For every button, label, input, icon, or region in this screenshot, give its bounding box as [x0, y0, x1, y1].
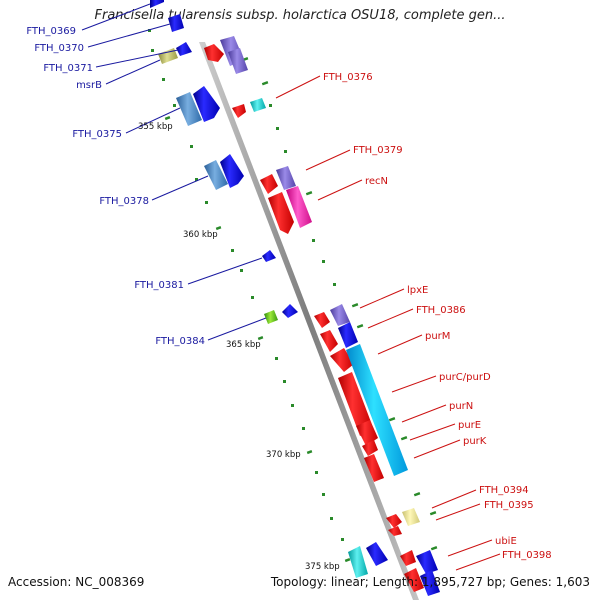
- accession-label: Accession: NC_008369: [8, 575, 145, 589]
- right-strand-genes: [204, 36, 440, 596]
- left-strand-genes: [150, 0, 388, 578]
- gene-fth-0395-red: [388, 526, 402, 536]
- left-leader-lines: [81, 3, 267, 341]
- gene-label-fth-0375[interactable]: FTH_0375: [72, 129, 122, 140]
- gene-recn-pink: [286, 186, 312, 228]
- gene-bottom-red: [404, 568, 424, 592]
- gene-fth-0375-a: [176, 92, 202, 126]
- gene-label-fth-0371[interactable]: FTH_0371: [43, 63, 93, 74]
- gene-fth-0386-blue: [338, 322, 358, 348]
- left-gene-labels: FTH_0369 FTH_0370 FTH_0371 msrB FTH_0375…: [26, 26, 205, 347]
- gene-label-msrb[interactable]: msrB: [76, 80, 102, 91]
- gene-purple-top-b: [228, 48, 248, 74]
- gene-purc-cyan: [346, 344, 408, 476]
- gene-purc-red: [338, 372, 374, 436]
- gene-fth-0398-blue: [416, 550, 438, 574]
- gene-label-purn[interactable]: purN: [449, 401, 473, 412]
- gene-label-fth-0384[interactable]: FTH_0384: [155, 336, 205, 347]
- scale-label: 365 kbp: [226, 340, 261, 350]
- gene-fth-0370b: [168, 14, 184, 32]
- gene-label-fth-0395[interactable]: FTH_0395: [484, 500, 534, 511]
- gene-label-purc-purd[interactable]: purC/purD: [439, 372, 491, 383]
- gene-purk-red: [364, 454, 384, 482]
- right-gene-labels: FTH_0376 FTH_0379 recN lpxE FTH_0386 pur…: [323, 72, 552, 561]
- gene-label-purk[interactable]: purK: [463, 436, 487, 447]
- gene-label-fth-0386[interactable]: FTH_0386: [416, 305, 466, 316]
- topology-summary: Topology: linear; Length: 1,895,727 bp; …: [270, 575, 590, 589]
- gene-fth-0381: [262, 250, 276, 262]
- gene-label-fth-0370[interactable]: FTH_0370: [34, 43, 84, 54]
- gene-fth-0376-cyan: [250, 98, 266, 112]
- gene-label-fth-0398[interactable]: FTH_0398: [502, 550, 552, 561]
- gene-bottom-blue: [420, 570, 440, 596]
- gene-label-pure[interactable]: purE: [458, 420, 481, 431]
- right-leader-lines: [275, 75, 501, 571]
- gene-purm-red: [330, 348, 354, 372]
- scale-label: 375 kbp: [305, 562, 340, 572]
- gene-fth-0394-red: [386, 514, 402, 528]
- gene-blue-375: [366, 542, 388, 566]
- gene-fth-0379-red: [260, 174, 278, 194]
- gene-red-top: [204, 44, 224, 62]
- map-title: Francisella tularensis subsp. holarctica…: [94, 8, 506, 23]
- gene-label-fth-0369[interactable]: FTH_0369: [26, 26, 76, 37]
- gene-fth-0379-purple: [276, 166, 296, 190]
- scale-labels: 355 kbp 360 kbp 365 kbp 370 kbp 375 kbp: [138, 122, 340, 572]
- gene-label-fth-0394[interactable]: FTH_0394: [479, 485, 529, 496]
- gene-label-purm[interactable]: purM: [425, 331, 450, 342]
- gene-purn-red: [356, 420, 378, 446]
- gene-label-fth-0381[interactable]: FTH_0381: [134, 280, 184, 291]
- gene-fth-0371: [176, 42, 192, 56]
- left-track-ticks: [148, 29, 351, 563]
- gene-fth-0384-a: [264, 310, 278, 324]
- gene-fth-0376-red: [232, 104, 246, 118]
- gene-fth-0386-red: [320, 330, 338, 352]
- gene-fth-0394-yellow: [402, 508, 420, 526]
- gene-label-recn[interactable]: recN: [365, 176, 388, 187]
- scale-label: 370 kbp: [266, 450, 301, 460]
- backbone: [199, 42, 419, 600]
- gene-label-lpxe[interactable]: lpxE: [407, 285, 428, 296]
- gene-fth-0378-b: [220, 154, 244, 188]
- gene-pure-red: [362, 440, 378, 456]
- gene-fth-0375-b: [193, 86, 220, 122]
- gene-teal: [348, 546, 368, 578]
- gene-lpxe-purple: [330, 304, 350, 326]
- gene-fth-0378-a: [204, 160, 228, 190]
- scale-label: 360 kbp: [183, 230, 218, 240]
- gene-recn-red: [268, 192, 294, 234]
- gene-fth-0370: [150, 0, 164, 8]
- gene-ubie-red: [400, 550, 416, 566]
- gene-lpxe-red: [314, 312, 330, 328]
- gene-msrb: [158, 48, 178, 64]
- gene-label-fth-0379[interactable]: FTH_0379: [353, 145, 403, 156]
- gene-label-fth-0378[interactable]: FTH_0378: [99, 196, 149, 207]
- right-track-ticks: [241, 57, 438, 551]
- scale-label: 355 kbp: [138, 122, 173, 132]
- gene-label-ubie[interactable]: ubiE: [495, 536, 517, 547]
- gene-label-fth-0376[interactable]: FTH_0376: [323, 72, 373, 83]
- gene-fth-0384-b: [282, 304, 298, 318]
